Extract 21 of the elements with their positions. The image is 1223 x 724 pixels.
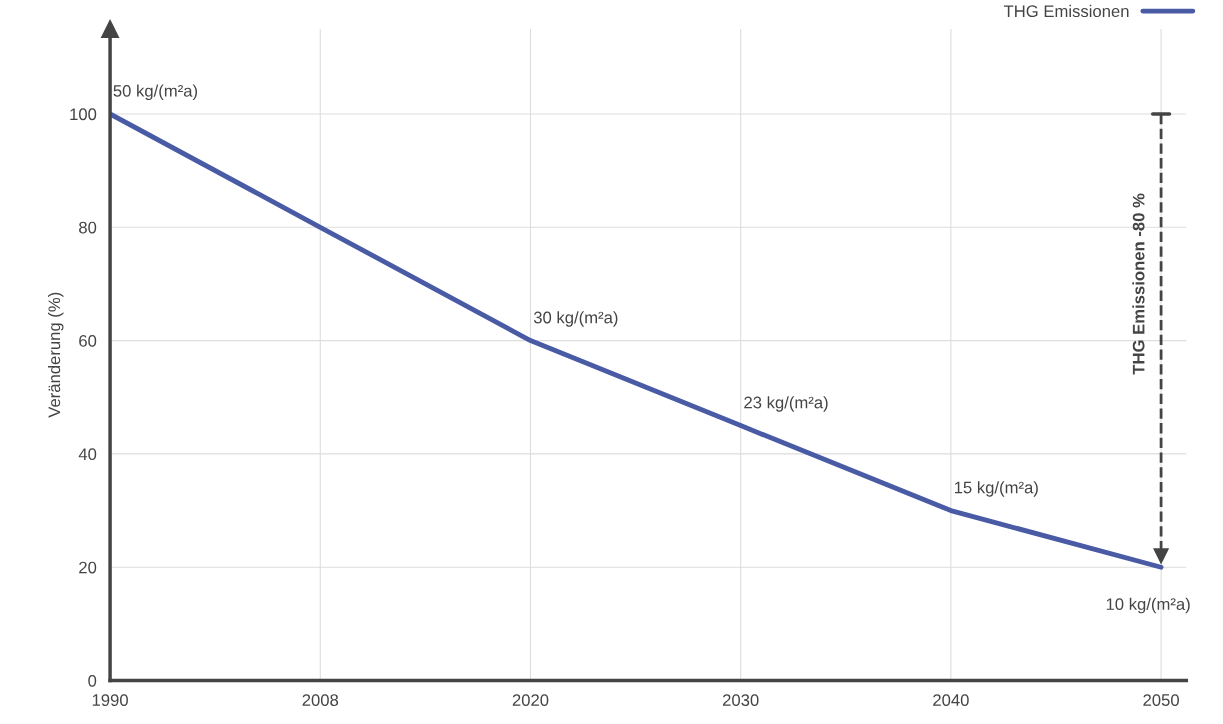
y-tick-label: 20 bbox=[79, 561, 97, 574]
x-tick-label: 2008 bbox=[302, 694, 339, 706]
annotation: 10 kg/(m²a) bbox=[1106, 597, 1190, 614]
x-tick-label: 2050 bbox=[1143, 694, 1179, 706]
x-tick-label: 1990 bbox=[92, 694, 128, 706]
annotation: 15 kg/(m²a) bbox=[954, 481, 1038, 497]
y-tick-label: 40 bbox=[78, 448, 97, 461]
y-tick-label: 0 bbox=[88, 674, 97, 687]
legend-label: THG Emissionen bbox=[1003, 4, 1129, 18]
x-tick-label: 2040 bbox=[933, 694, 969, 706]
y-tick-label: 80 bbox=[79, 221, 97, 234]
y-tick-label: 100 bbox=[70, 108, 97, 121]
annotation: THG Emissionen -80 % bbox=[1132, 193, 1145, 375]
x-tick-label: 2030 bbox=[722, 694, 759, 706]
annotation: 50 kg/(m²a) bbox=[113, 84, 198, 101]
y-tick-label: 60 bbox=[79, 335, 97, 347]
annotation: 23 kg/(m²a) bbox=[744, 396, 828, 412]
x-tick-label: 2020 bbox=[512, 694, 549, 706]
annotation: 30 kg/(m²a) bbox=[533, 311, 618, 327]
y-axis-title: Veränderung (%) bbox=[47, 292, 64, 418]
line-series bbox=[110, 111, 1164, 570]
